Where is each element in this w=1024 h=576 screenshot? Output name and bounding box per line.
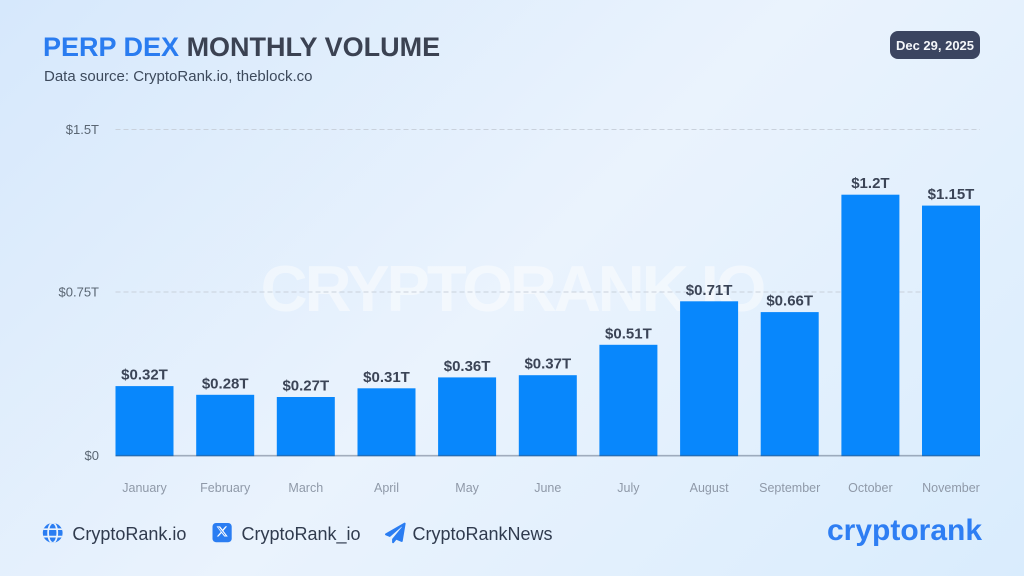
svg-text:January: January <box>122 481 167 495</box>
svg-text:$0.28T: $0.28T <box>202 375 249 392</box>
svg-text:February: February <box>200 481 251 495</box>
svg-text:November: November <box>922 481 980 495</box>
svg-text:$1.5T: $1.5T <box>66 122 99 137</box>
svg-text:June: June <box>534 481 561 495</box>
svg-text:October: October <box>848 481 892 495</box>
svg-text:$1.15T: $1.15T <box>928 186 975 203</box>
svg-text:PERP DEX MONTHLY VOLUME: PERP DEX MONTHLY VOLUME <box>43 32 440 62</box>
svg-text:August: August <box>690 481 729 495</box>
svg-text:Data source: CryptoRank.io, th: Data source: CryptoRank.io, theblock.co <box>44 68 312 85</box>
svg-text:CryptoRankNews: CryptoRankNews <box>413 524 553 544</box>
svg-text:$0.66T: $0.66T <box>766 293 813 310</box>
svg-text:$0.31T: $0.31T <box>363 369 410 386</box>
svg-text:cryptorank: cryptorank <box>827 514 982 547</box>
svg-text:$0.32T: $0.32T <box>121 367 168 384</box>
svg-text:September: September <box>759 481 820 495</box>
svg-text:Dec 29, 2025: Dec 29, 2025 <box>896 38 974 53</box>
svg-text:$0.75T: $0.75T <box>59 285 100 300</box>
svg-text:CryptoRank_io: CryptoRank_io <box>242 524 361 545</box>
svg-text:May: May <box>455 481 479 495</box>
svg-text:$0.36T: $0.36T <box>444 358 491 375</box>
svg-text:July: July <box>617 481 640 495</box>
svg-text:$0.71T: $0.71T <box>686 282 733 299</box>
svg-text:April: April <box>374 481 399 495</box>
svg-text:$0.27T: $0.27T <box>282 378 329 395</box>
svg-text:CryptoRank.io: CryptoRank.io <box>72 524 186 544</box>
svg-text:$0.37T: $0.37T <box>524 356 571 373</box>
svg-text:$1.2T: $1.2T <box>851 175 889 192</box>
svg-text:$0.51T: $0.51T <box>605 325 652 342</box>
svg-text:$0: $0 <box>85 448 99 463</box>
svg-text:March: March <box>288 481 323 495</box>
